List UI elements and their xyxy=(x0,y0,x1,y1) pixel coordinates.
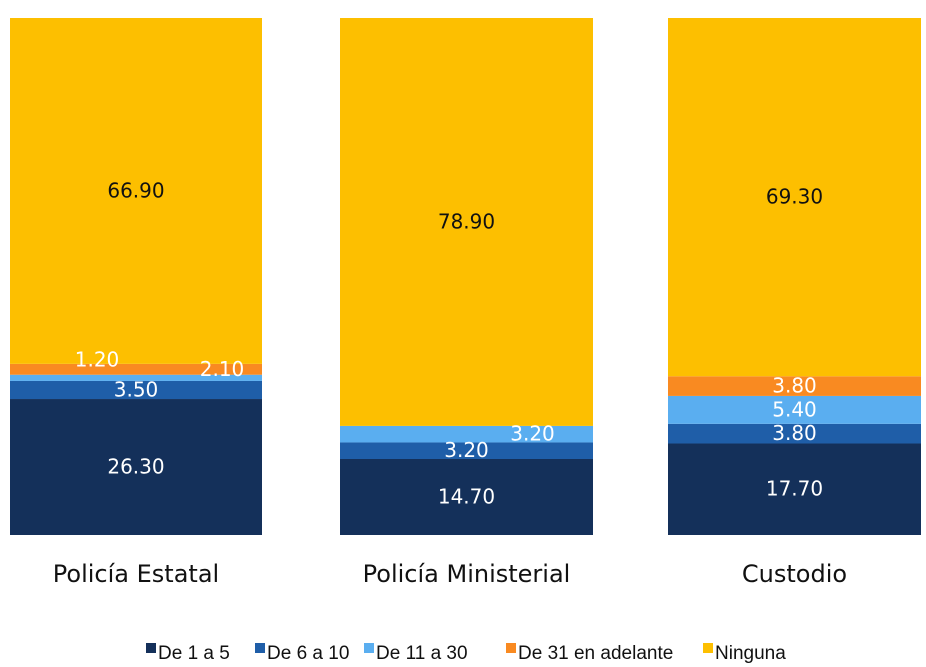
category-label: Policía Ministerial xyxy=(363,560,571,588)
legend-label: De 6 a 10 xyxy=(267,643,349,664)
legend-swatch xyxy=(255,643,265,653)
value-label: 2.10 xyxy=(200,357,245,381)
bar-segment xyxy=(668,376,921,396)
bar-segment xyxy=(668,395,921,424)
bar-segment xyxy=(340,425,593,443)
legend-label: De 31 en adelante xyxy=(518,643,673,664)
bar-segment xyxy=(10,399,262,535)
legend-label: De 1 a 5 xyxy=(158,643,230,664)
value-label: 3.20 xyxy=(444,438,489,462)
bar-segment xyxy=(668,443,921,535)
bar-segment xyxy=(668,18,921,377)
legend-swatch xyxy=(146,643,156,653)
value-label: 78.90 xyxy=(438,209,495,233)
value-label: 3.80 xyxy=(772,421,817,445)
value-label: 5.40 xyxy=(772,397,817,421)
bar-segment xyxy=(10,363,262,375)
legend-label: Ninguna xyxy=(715,643,786,664)
value-label: 69.30 xyxy=(766,185,823,209)
value-label: 1.20 xyxy=(75,347,120,371)
category-label: Custodio xyxy=(742,560,847,588)
bar-segment xyxy=(10,18,262,364)
bar-segment xyxy=(340,18,593,426)
value-label: 17.70 xyxy=(766,477,823,501)
value-label: 3.50 xyxy=(114,377,159,401)
bar-segment xyxy=(668,423,921,444)
value-label: 3.20 xyxy=(510,422,555,446)
value-label: 14.70 xyxy=(438,485,495,509)
legend-label: De 11 a 30 xyxy=(376,643,468,664)
value-label: 26.30 xyxy=(107,455,164,479)
value-label: 3.80 xyxy=(772,374,817,398)
bar-segment xyxy=(10,380,262,400)
legend-swatch xyxy=(364,643,374,653)
bar-segment xyxy=(10,374,262,381)
category-label: Policía Estatal xyxy=(53,560,219,588)
bar-segment xyxy=(340,442,593,460)
legend-swatch xyxy=(506,643,516,653)
legend-swatch xyxy=(703,643,713,653)
bar-segment xyxy=(340,459,593,535)
value-label: 66.90 xyxy=(107,178,164,202)
